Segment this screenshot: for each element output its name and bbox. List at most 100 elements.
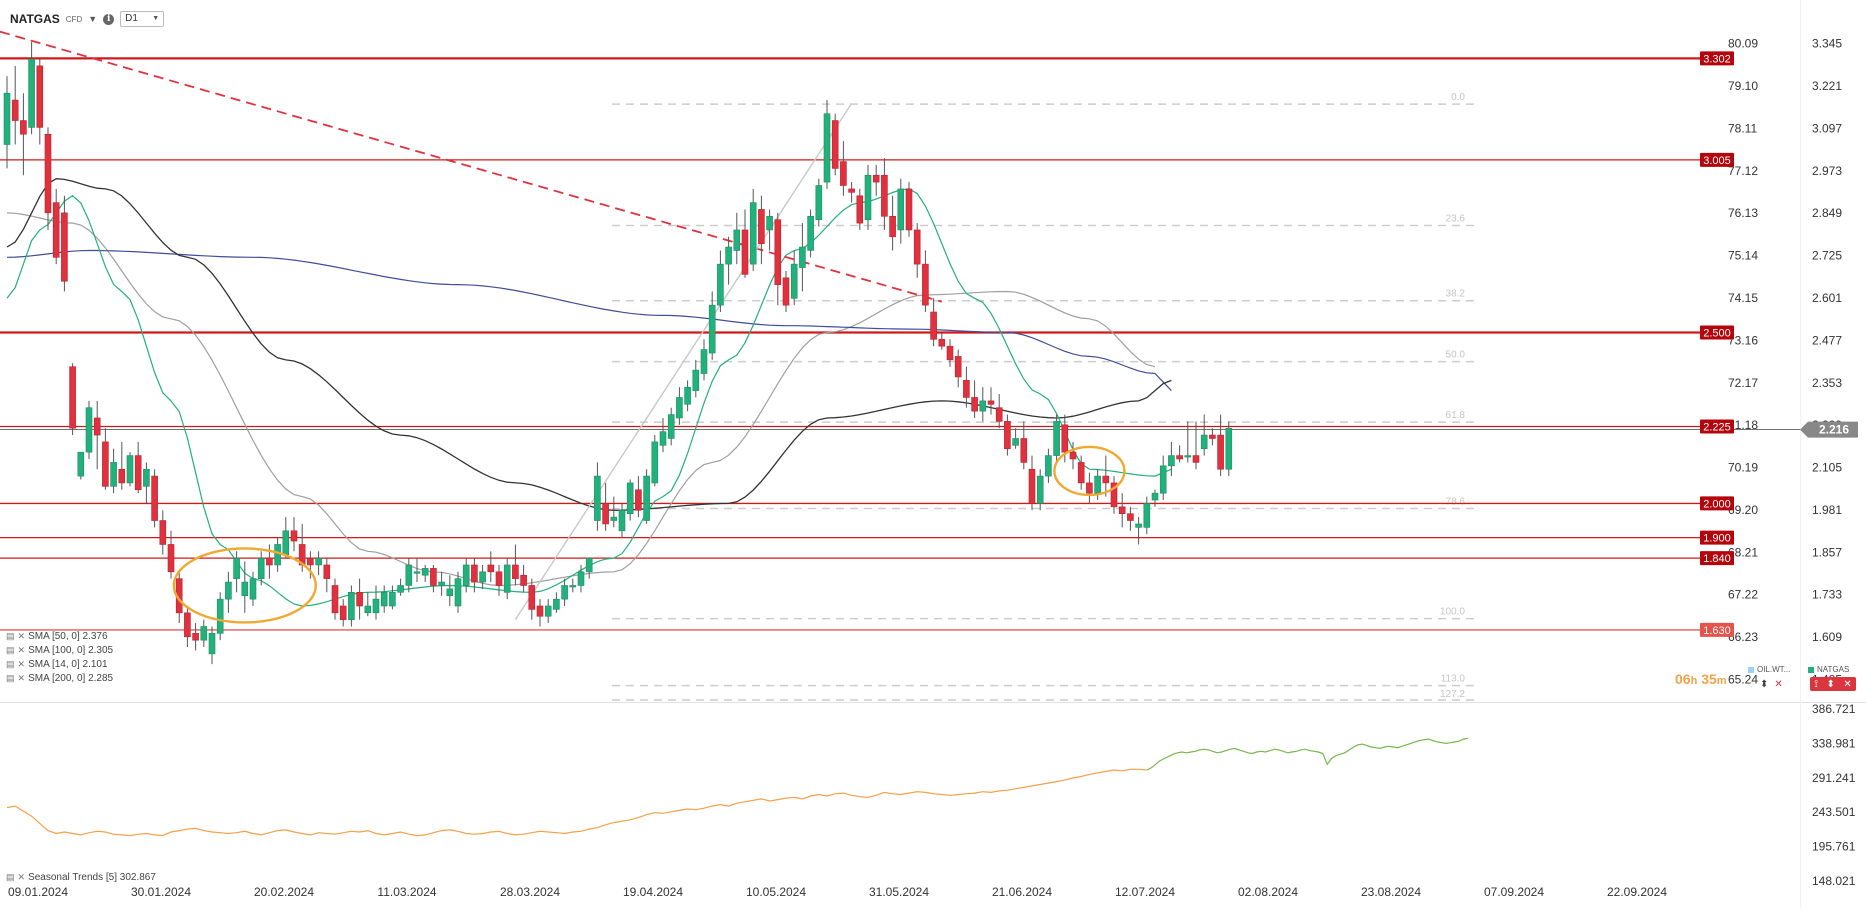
info-icon[interactable]: i xyxy=(103,13,115,25)
price-axis-tick: 3.221 xyxy=(1812,79,1842,93)
bullish-candle xyxy=(413,571,421,574)
remove-icon[interactable]: ✕ xyxy=(17,631,26,641)
secondary-axis-tick: 71.18 xyxy=(1728,418,1758,432)
bullish-candle xyxy=(790,263,798,299)
indicator-legend-sma100[interactable]: ▤ ✕ SMA [100, 0] 2.305 xyxy=(6,645,113,656)
bullish-candle xyxy=(651,441,659,484)
date-axis-tick: 09.01.2024 xyxy=(8,885,68,899)
indicator-label: Seasonal Trends [5] 302.867 xyxy=(28,872,156,883)
bearish-candle xyxy=(20,120,27,135)
settings-icon[interactable]: ▤ xyxy=(6,673,15,683)
sort-icon[interactable]: ⬍ xyxy=(1759,678,1769,690)
bullish-candle xyxy=(1225,427,1233,470)
bearish-candle xyxy=(69,366,76,429)
fib-anchor-line xyxy=(514,103,853,621)
bullish-candle xyxy=(594,475,601,521)
compare-oil-label: OIL.WT... xyxy=(1757,665,1791,674)
bearish-candle xyxy=(118,468,126,484)
bullish-candle xyxy=(233,557,240,579)
move-icon[interactable]: ⟟ xyxy=(1814,678,1818,690)
date-axis-tick: 28.03.2024 xyxy=(500,885,560,899)
bearish-candle xyxy=(774,219,782,285)
bullish-candle xyxy=(676,397,683,419)
indicator-legend-sma50[interactable]: ▤ ✕ SMA [50, 0] 2.376 xyxy=(6,631,108,642)
bearish-candle xyxy=(963,380,970,398)
level-label: 1.630 xyxy=(1703,625,1731,637)
bearish-candle xyxy=(36,65,44,128)
bullish-candle xyxy=(405,564,413,586)
bearish-candle xyxy=(872,174,880,183)
sort-icon[interactable]: ⬍ xyxy=(1826,678,1835,690)
bullish-candle xyxy=(257,557,265,579)
settings-icon[interactable]: ▤ xyxy=(6,645,15,655)
close-icon[interactable]: ✕ xyxy=(1843,678,1852,690)
timeframe-select[interactable]: D1 ▼ xyxy=(120,11,165,27)
level-label: 3.302 xyxy=(1703,53,1731,65)
indicator-label: SMA [100, 0] 2.305 xyxy=(28,645,114,656)
bearish-candle xyxy=(831,120,839,169)
indicator-legend-sma200[interactable]: ▤ ✕ SMA [200, 0] 2.285 xyxy=(6,673,113,684)
date-axis-tick: 30.01.2024 xyxy=(131,885,191,899)
bearish-candle xyxy=(938,339,946,347)
symbol-dropdown-icon[interactable]: ▼ xyxy=(88,14,98,24)
fib-label: 38.2 xyxy=(1446,289,1466,300)
seasonal-axis-tick: 148.021 xyxy=(1812,874,1856,888)
remove-icon[interactable]: ✕ xyxy=(17,673,26,683)
level-label: 1.900 xyxy=(1703,533,1731,545)
settings-icon[interactable]: ▤ xyxy=(6,659,15,669)
remove-icon[interactable]: ✕ xyxy=(17,659,26,669)
indicator-legend-sma14[interactable]: ▤ ✕ SMA [14, 0] 2.101 xyxy=(6,659,108,670)
secondary-axis-tick: 76.13 xyxy=(1728,206,1758,220)
remove-icon[interactable]: ✕ xyxy=(17,872,26,882)
bullish-candle xyxy=(733,229,741,251)
symbol-suffix: CFD xyxy=(65,14,83,24)
compare-natgas-legend[interactable]: NATGAS xyxy=(1808,665,1849,674)
date-axis-tick: 19.04.2024 xyxy=(623,885,683,899)
level-label-box xyxy=(1700,152,1734,167)
bearish-candle xyxy=(602,503,609,525)
bullish-candle xyxy=(823,113,831,183)
bullish-candle xyxy=(1135,523,1142,528)
fib-label: 78.6 xyxy=(1446,497,1466,508)
bullish-candle xyxy=(200,626,208,641)
indicator-label: SMA [50, 0] 2.376 xyxy=(28,631,108,642)
bullish-candle xyxy=(249,578,257,600)
bearish-candle xyxy=(184,612,191,638)
symbol-name[interactable]: NATGAS xyxy=(10,12,60,26)
bullish-candle xyxy=(725,246,732,265)
visibility-icon[interactable]: ◌ xyxy=(1748,678,1754,690)
bullish-candle xyxy=(372,598,380,614)
secondary-axis-tick: 75.14 xyxy=(1728,249,1758,263)
fib-label: 113.0 xyxy=(1441,674,1466,685)
bearish-candle xyxy=(495,571,503,586)
seasonal-axis-tick: 243.501 xyxy=(1812,805,1856,819)
bearish-candle xyxy=(741,229,749,275)
bearish-candle xyxy=(1028,468,1036,504)
bullish-candle xyxy=(462,564,470,586)
indicator-legend-seasonal[interactable]: ▤ ✕ Seasonal Trends [5] 302.867 xyxy=(6,872,156,883)
bullish-candle xyxy=(643,475,650,521)
bullish-candle xyxy=(684,386,691,405)
bullish-candle xyxy=(692,369,700,391)
bearish-candle xyxy=(922,263,929,306)
settings-icon[interactable]: ▤ xyxy=(6,631,15,641)
secondary-axis-tick: 79.10 xyxy=(1728,79,1758,93)
close-icon[interactable]: ✕ xyxy=(1774,678,1783,690)
bullish-candle xyxy=(126,455,134,484)
bullish-candle xyxy=(348,592,355,620)
bullish-candle xyxy=(1143,503,1151,528)
remove-icon[interactable]: ✕ xyxy=(17,645,26,655)
secondary-axis-tick: 78.11 xyxy=(1728,121,1757,135)
price-axis-tick: 2.105 xyxy=(1812,461,1842,475)
bearish-candle xyxy=(151,475,158,521)
timer-hours-unit: h xyxy=(1690,675,1698,687)
settings-icon[interactable]: ▤ xyxy=(6,872,15,882)
chart-header: NATGAS CFD ▼ i D1 ▼ xyxy=(10,10,165,28)
seasonal-past-line xyxy=(6,768,1147,837)
price-axis-tick: 2.353 xyxy=(1812,376,1842,390)
bearish-candle xyxy=(1004,421,1011,450)
bullish-candle xyxy=(979,400,987,412)
compare-oil-legend[interactable]: OIL.WT... xyxy=(1748,665,1790,674)
bullish-candle xyxy=(1094,475,1101,494)
